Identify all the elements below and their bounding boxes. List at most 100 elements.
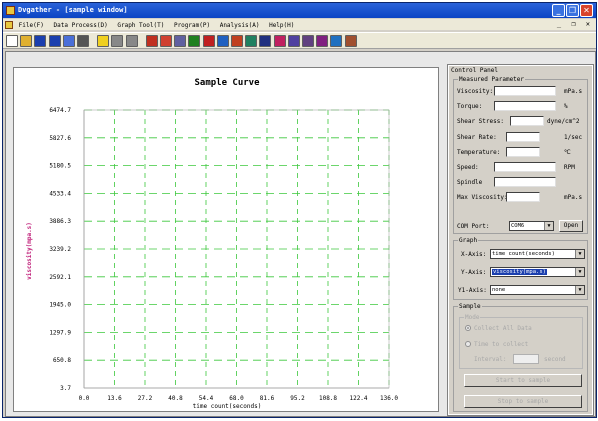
- measured-label: Shear Stress:: [457, 118, 504, 126]
- display-icon[interactable]: [287, 35, 300, 47]
- new-icon[interactable]: [6, 35, 18, 47]
- sample-icon[interactable]: [145, 35, 158, 47]
- maximize-button[interactable]: ❐: [566, 4, 579, 17]
- measured-unit: RPM: [564, 164, 575, 171]
- y-tick-label: 6474.7: [49, 107, 71, 114]
- measured-unit: ℃: [564, 148, 571, 156]
- collect-all-radio[interactable]: [465, 325, 471, 331]
- save-as-icon[interactable]: [48, 35, 61, 47]
- measured-parameter-title: Measured Parameter: [458, 76, 526, 83]
- y-tick-label: 3886.3: [49, 218, 71, 225]
- y1-axis-select-value: none: [492, 287, 506, 293]
- y-tick-label: 3.7: [60, 385, 71, 392]
- measured-value-field: [510, 116, 544, 127]
- pin-icon[interactable]: [344, 35, 357, 47]
- x-axis-select-value: time count(seconds): [492, 251, 555, 257]
- mdi-controls[interactable]: _ ❐ ✕: [556, 20, 593, 28]
- measured-label: Torque:: [457, 103, 483, 111]
- measured-value-field: [506, 146, 540, 157]
- menu-bar: File(F) Data Process(D) Graph Tool(T) Pr…: [3, 19, 596, 30]
- menu-graph-tool[interactable]: Graph Tool(T): [117, 21, 165, 29]
- control-panel: Control Panel Measured Parameter Viscosi…: [447, 64, 594, 416]
- y-tick-label: 5827.6: [49, 135, 71, 142]
- chart-icon[interactable]: [97, 35, 110, 47]
- menu-program[interactable]: Program(P): [173, 21, 211, 29]
- com-port-label: COM Port:: [457, 223, 490, 230]
- menu-analysis[interactable]: Analysis(A): [219, 21, 260, 29]
- tool-a-icon[interactable]: [160, 35, 172, 47]
- x-tick-label: 95.2: [290, 395, 305, 402]
- wand-icon[interactable]: [330, 35, 343, 47]
- minimize-button[interactable]: _: [552, 4, 565, 17]
- grid-layer: [83, 109, 390, 389]
- grid-icon[interactable]: [111, 35, 124, 47]
- y-tick-label: 4533.4: [49, 190, 71, 197]
- measured-label: Temperature:: [457, 148, 501, 156]
- blank-icon[interactable]: [125, 35, 138, 47]
- measured-value-field: [494, 162, 556, 172]
- sample-curve-chart: Sample Curve 6474.7 5827.6 5180.5 4533.4 388…: [26, 78, 399, 410]
- save-icon[interactable]: [34, 35, 47, 47]
- check-icon[interactable]: [188, 35, 201, 47]
- cursor-icon[interactable]: [259, 35, 272, 47]
- toolbar: [3, 32, 596, 49]
- measured-parameter-group: Measured Parameter Viscosity: mPa.s Torque…: [453, 76, 588, 234]
- menu-data-process[interactable]: Data Process(D): [53, 21, 108, 29]
- x-tick-label: 27.2: [138, 395, 153, 402]
- y-tick-label: 2592.1: [49, 274, 71, 281]
- x-tick-label: 122.4: [349, 395, 367, 402]
- window-title: Dvgather - [sample window]: [18, 6, 128, 14]
- com-port-select[interactable]: COM6 ▼: [509, 221, 554, 231]
- measured-label: Viscosity:: [457, 88, 494, 95]
- measured-unit: mPa.s: [564, 194, 583, 202]
- title-bar: Dvgather - [sample window] _ ❐ ✕: [3, 3, 596, 18]
- measured-label: Max Viscosity:: [457, 194, 508, 202]
- measured-value-field: [494, 86, 556, 96]
- stop-sample-button[interactable]: Stop to sample: [464, 395, 582, 408]
- x-tick-labels: 0.0 13.6 27.2 40.8 54.4 68.0 81.6 95.2 108.8 122.…: [79, 395, 399, 402]
- cross-icon[interactable]: [202, 35, 215, 47]
- y-tick-label: 3239.2: [49, 246, 71, 253]
- y-tick-label: 1945.0: [49, 302, 71, 309]
- print-preview-icon[interactable]: [62, 35, 75, 47]
- menu-help[interactable]: Help(H): [269, 21, 295, 29]
- start-sample-button[interactable]: Start to sample: [464, 374, 582, 387]
- time-collect-radio[interactable]: [465, 341, 471, 347]
- graph-group: Graph X-Axis: time count(seconds) ▼ Y-Ax…: [453, 237, 588, 300]
- open-button[interactable]: Open: [559, 220, 583, 232]
- x-tick-label: 40.8: [168, 395, 183, 402]
- color-icon[interactable]: [316, 35, 329, 47]
- collect-all-label: Collect All Data: [474, 325, 532, 332]
- open-icon[interactable]: [20, 35, 33, 47]
- time-collect-label: Time to collect: [474, 341, 529, 348]
- y-axis-select[interactable]: viscosity(mpa.s) ▼: [490, 267, 585, 277]
- close-button[interactable]: ✕: [580, 4, 593, 17]
- tool-c-icon[interactable]: [216, 35, 229, 47]
- control-panel-title: Control Panel: [451, 67, 498, 74]
- monitor-icon[interactable]: [302, 35, 314, 47]
- print-icon[interactable]: [77, 35, 89, 47]
- x-axis-select[interactable]: time count(seconds) ▼: [490, 249, 585, 259]
- measured-label: Spindle: [457, 179, 483, 187]
- y1-axis-select[interactable]: none ▼: [490, 285, 585, 295]
- mode-group-title: Mode: [464, 314, 481, 321]
- mode-group: Mode Collect All Data Time to collect In…: [459, 314, 583, 369]
- x-tick-label: 81.6: [260, 395, 275, 402]
- dropdown-arrow-icon: ▼: [544, 222, 553, 230]
- app-icon: [6, 6, 15, 15]
- com-port-value: COM6: [511, 223, 525, 229]
- tool-b-icon[interactable]: [174, 35, 187, 47]
- text-icon[interactable]: [273, 35, 286, 47]
- measured-unit: dyne/cm^2: [547, 118, 580, 126]
- table-icon[interactable]: [245, 35, 258, 47]
- interval-spinner[interactable]: [513, 354, 539, 364]
- document-icon: [5, 21, 13, 29]
- y-tick-label: 1297.9: [49, 329, 71, 336]
- y-axis-label: viscosity(mpa.s): [26, 222, 33, 280]
- mdi-client: Sample Curve 6474.7 5827.6 5180.5 4533.4 388…: [5, 51, 596, 417]
- sample-group: Sample Mode Collect All Data Time to col…: [453, 303, 588, 412]
- menu-file[interactable]: File(F): [18, 21, 44, 29]
- tool-d-icon[interactable]: [231, 35, 243, 47]
- chart-title: Sample Curve: [194, 78, 260, 88]
- y-axis-select-label: Y-Axis:: [461, 269, 487, 276]
